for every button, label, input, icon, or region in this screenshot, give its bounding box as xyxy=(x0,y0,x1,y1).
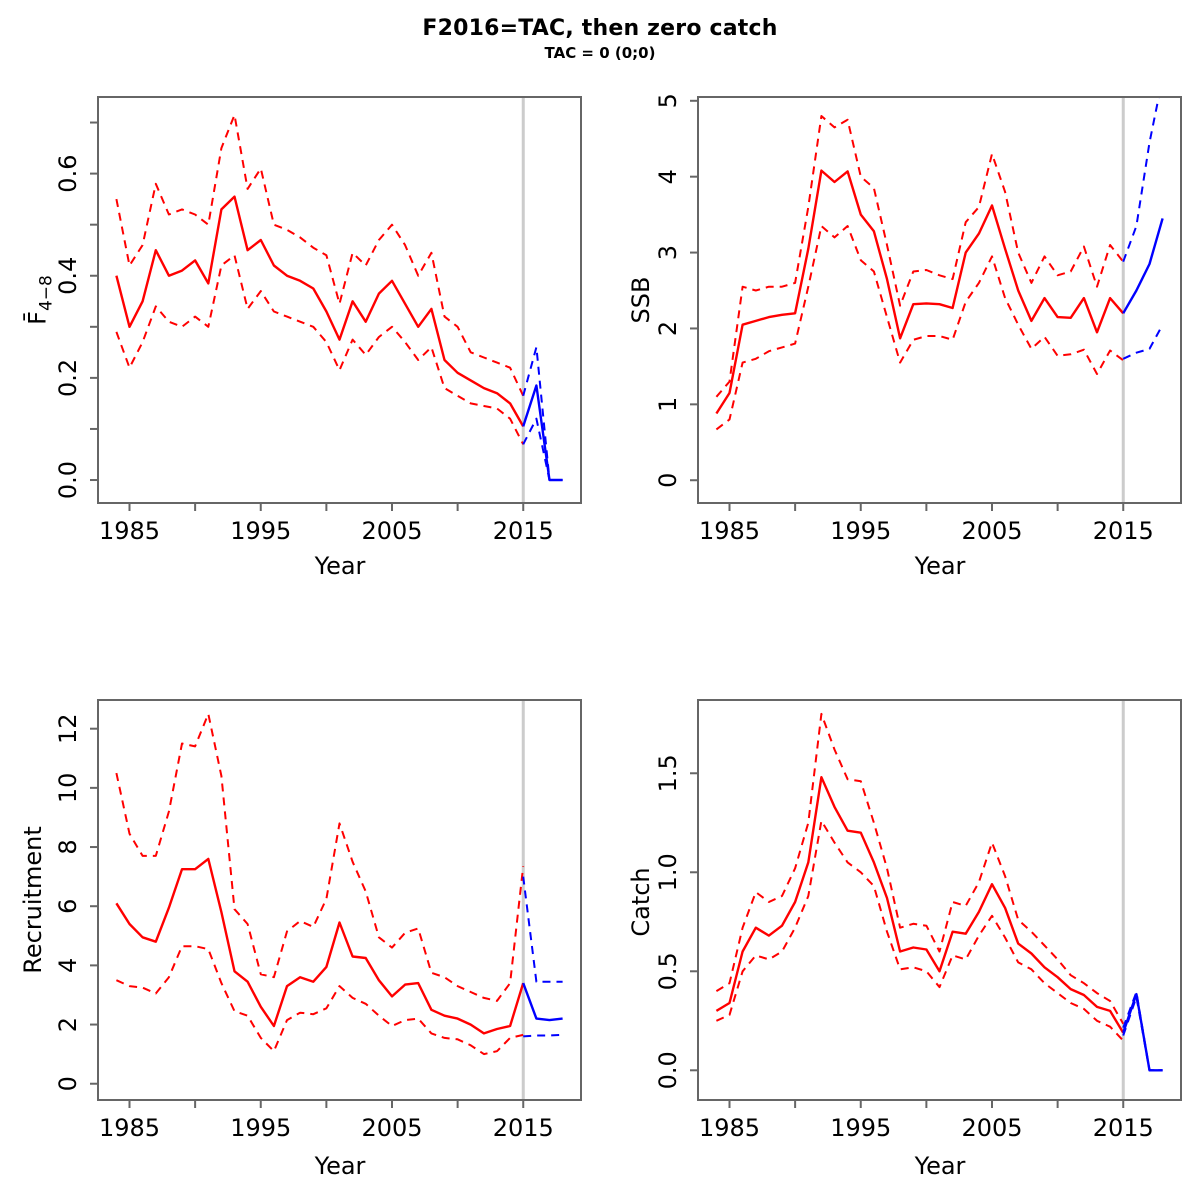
y-tick-label: 0.5 xyxy=(654,952,682,990)
x-tick-label: 2015 xyxy=(1093,517,1154,545)
ssb-projection-median-line xyxy=(1122,218,1164,314)
panel-ssb-chart: 1985 1995 2005 2015 0 1 2 3 4 5 xyxy=(654,93,1182,545)
y-tick-label: 0.0 xyxy=(654,1051,682,1089)
recruitment-projection-median-line xyxy=(522,982,563,1022)
y-tick-label: 12 xyxy=(54,713,82,744)
recruitment-median-line xyxy=(115,857,525,1035)
x-tick-label: 2005 xyxy=(361,1114,422,1142)
recruitment-lower-ci-line xyxy=(115,945,524,1056)
fbar-subscript: 4−8 xyxy=(36,275,57,312)
recruitment-projection-upper-ci-line xyxy=(522,876,563,983)
x-tick-label: 1985 xyxy=(99,1114,160,1142)
y-tick-label: 4 xyxy=(654,169,682,184)
x-tick-label: 2015 xyxy=(1093,1114,1154,1142)
panel-recruitment-chart: 1985 1995 2005 2015 0 2 4 6 8 10 12 xyxy=(54,699,582,1142)
x-axis-label-fbar: Year xyxy=(314,552,366,580)
y-tick-label: 4 xyxy=(54,958,82,973)
x-axis-label-recruitment: Year xyxy=(314,1152,366,1180)
fbar-median-line xyxy=(115,195,525,427)
y-tick-label: 6 xyxy=(54,899,82,914)
catch-median-line xyxy=(715,776,1125,1034)
x-tick-label: 1985 xyxy=(699,1114,760,1142)
ssb-plot-box xyxy=(697,96,1182,504)
y-tick-label: 10 xyxy=(54,773,82,804)
fbar-lower-ci-line xyxy=(115,254,525,445)
y-axis-label-catch: Catch xyxy=(627,867,655,937)
fbar-symbol: F̄ xyxy=(23,311,52,325)
x-tick-label: 1985 xyxy=(699,517,760,545)
fbar-projection-median-line xyxy=(522,384,563,482)
recruitment-projection-lower-ci-line xyxy=(523,1033,563,1038)
y-axis-label-recruitment: Recruitment xyxy=(19,826,47,974)
x-tick-label: 2015 xyxy=(493,517,554,545)
y-tick-label: 1.5 xyxy=(654,754,682,792)
panel-catch-chart: 1985 1995 2005 2015 0.0 0.5 1.0 1.5 xyxy=(654,699,1182,1142)
y-tick-label: 0.2 xyxy=(54,359,82,397)
y-tick-label: 0.4 xyxy=(54,257,82,295)
figure-title: F2016=TAC, then zero catch xyxy=(422,16,778,41)
y-tick-label: 8 xyxy=(54,839,82,854)
y-tick-label: 0.6 xyxy=(54,155,82,193)
x-axis-label-ssb: Year xyxy=(914,552,966,580)
x-tick-label: 1995 xyxy=(830,517,891,545)
catch-upper-ci-line xyxy=(715,712,1125,1025)
ssb-lower-ci-line xyxy=(715,225,1124,431)
ssb-projection-upper-ci-line xyxy=(1122,97,1160,263)
ssb-projection-lower-ci-line xyxy=(1122,324,1164,360)
recruitment-plot-box xyxy=(97,699,582,1101)
y-tick-label: 3 xyxy=(654,245,682,260)
x-tick-label: 1995 xyxy=(230,517,291,545)
y-tick-label: 5 xyxy=(654,93,682,108)
x-tick-label: 1995 xyxy=(230,1114,291,1142)
x-tick-label: 1995 xyxy=(830,1114,891,1142)
fbar-upper-ci-line xyxy=(115,113,525,397)
figure-subtitle: TAC = 0 (0;0) xyxy=(544,44,656,62)
y-tick-label: 0 xyxy=(54,1076,82,1091)
catch-lower-ci-line xyxy=(715,819,1124,1042)
catch-projection-median-line xyxy=(1122,992,1163,1072)
x-tick-label: 2005 xyxy=(961,1114,1022,1142)
y-tick-label: 2 xyxy=(54,1017,82,1032)
ssb-upper-ci-line xyxy=(715,115,1124,398)
catch-plot-box xyxy=(697,699,1182,1101)
ssb-median-line xyxy=(715,169,1125,415)
y-tick-label: 1.0 xyxy=(654,853,682,891)
y-axis-label-fbar: F̄4−8 xyxy=(24,275,57,325)
x-tick-label: 1985 xyxy=(99,517,160,545)
y-tick-label: 0.0 xyxy=(54,461,82,499)
x-tick-label: 2015 xyxy=(493,1114,554,1142)
x-tick-label: 2005 xyxy=(961,517,1022,545)
y-tick-label: 2 xyxy=(654,321,682,336)
fbar-plot-box xyxy=(97,96,582,504)
panel-fbar-chart: 1985 1995 2005 2015 0.0 0.2 0.4 0.6 xyxy=(54,96,582,545)
y-tick-label: 0 xyxy=(654,473,682,488)
x-tick-label: 2005 xyxy=(361,517,422,545)
y-tick-label: 1 xyxy=(654,397,682,412)
x-axis-label-catch: Year xyxy=(914,1152,966,1180)
fbar-projection-upper-ci-line xyxy=(522,346,563,481)
y-axis-label-ssb: SSB xyxy=(627,276,655,324)
